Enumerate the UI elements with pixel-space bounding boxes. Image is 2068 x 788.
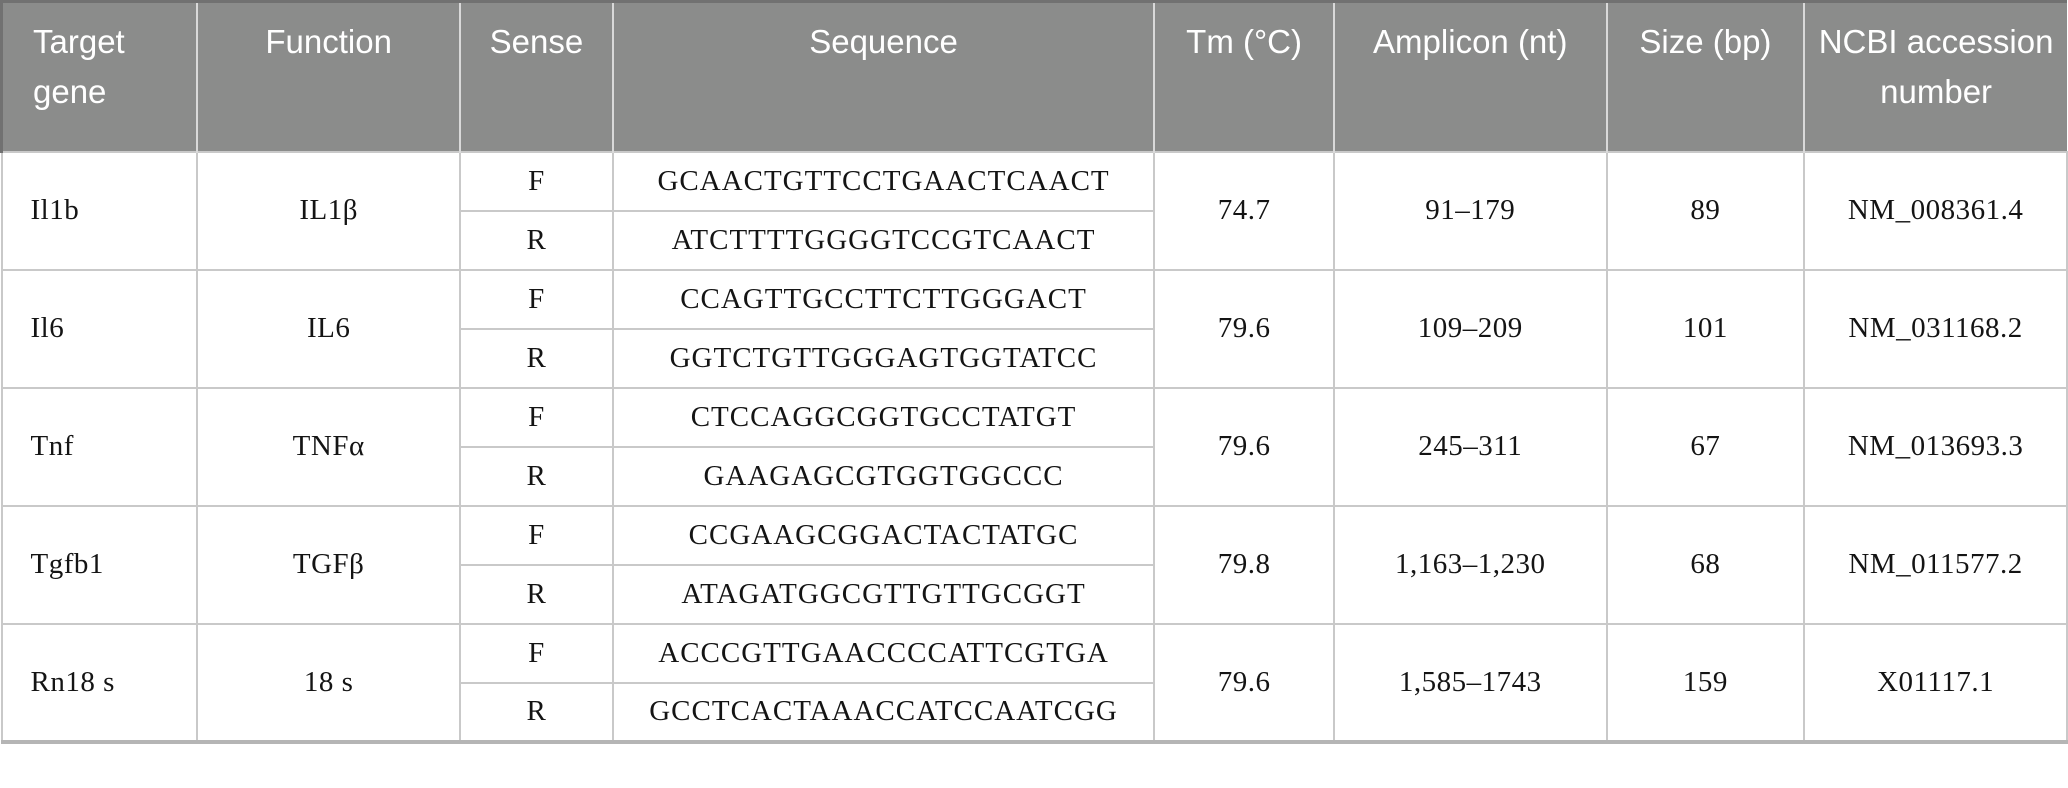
cell-function: IL1β: [196, 150, 462, 271]
cell-sense-forward: F: [459, 268, 614, 330]
header-target-gene: Target gene: [0, 0, 199, 152]
cell-sequence-reverse: ATCTTTTGGGGTCCGTCAACT: [611, 209, 1156, 271]
header-function: Function: [196, 0, 462, 152]
cell-sequence-reverse: ATAGATGGCGTTGTTGCGGT: [611, 563, 1156, 625]
header-ncbi: NCBI accession number: [1803, 0, 2067, 152]
table-row: R GAAGAGCGTGGTGGCCC: [2, 445, 2068, 507]
cell-size: 89: [1605, 150, 1806, 271]
cell-sense-reverse: R: [459, 563, 614, 625]
table-row: R ATAGATGGCGTTGTTGCGGT: [2, 563, 2068, 625]
header-amplicon: Amplicon (nt): [1332, 0, 1608, 152]
cell-amplicon: 109–209: [1332, 268, 1608, 389]
cell-target-gene: Tnf: [0, 386, 199, 507]
cell-amplicon: 1,585–1743: [1332, 622, 1608, 743]
header-tm: Tm (°C): [1153, 0, 1335, 152]
table-header-row: Target gene Function Sense Sequence Tm (…: [0, 0, 2067, 152]
cell-sense-forward: F: [459, 622, 614, 684]
cell-ncbi: NM_031168.2: [1803, 268, 2068, 389]
cell-function: TGFβ: [196, 504, 462, 625]
cell-function: TNFα: [196, 386, 462, 507]
table-row: Tnf TNFα F CTCCAGGCGGTGCCTATGT 79.6 245–…: [0, 386, 2068, 507]
table-row: Il6 IL6 F CCAGTTGCCTTCTTGGGACT 79.6 109–…: [0, 268, 2068, 389]
cell-size: 101: [1605, 268, 1806, 389]
cell-size: 67: [1605, 386, 1806, 507]
cell-sequence-reverse: GGTCTGTTGGGAGTGGTATCC: [611, 327, 1156, 389]
header-sense: Sense: [459, 0, 614, 152]
cell-function: 18 s: [196, 622, 462, 743]
table-row: R GCCTCACTAAACCATCCAATCGG: [2, 681, 2068, 743]
cell-sense-forward: F: [459, 504, 614, 566]
cell-tm: 79.6: [1153, 622, 1335, 743]
header-size: Size (bp): [1605, 0, 1806, 152]
cell-sequence-forward: CCAGTTGCCTTCTTGGGACT: [611, 268, 1156, 330]
table-row: Il1b IL1β F GCAACTGTTCCTGAACTCAACT 74.7 …: [0, 150, 2068, 271]
cell-amplicon: 91–179: [1332, 150, 1608, 271]
table-row: Rn18 s 18 s F ACCCGTTGAACCCCATTCGTGA 79.…: [0, 622, 2068, 743]
cell-sequence-reverse: GCCTCACTAAACCATCCAATCGG: [611, 681, 1156, 743]
cell-amplicon: 245–311: [1332, 386, 1608, 507]
cell-sense-reverse: R: [459, 445, 614, 507]
cell-function: IL6: [196, 268, 462, 389]
cell-target-gene: Il6: [0, 268, 199, 389]
cell-sequence-forward: GCAACTGTTCCTGAACTCAACT: [611, 150, 1156, 212]
cell-sequence-forward: CCGAAGCGGACTACTATGC: [611, 504, 1156, 566]
table-row: R GGTCTGTTGGGAGTGGTATCC: [2, 327, 2068, 389]
cell-sense-reverse: R: [459, 327, 614, 389]
cell-sense-reverse: R: [459, 209, 614, 271]
table-row: R ATCTTTTGGGGTCCGTCAACT: [2, 209, 2068, 271]
cell-tm: 79.6: [1153, 268, 1335, 389]
primer-table: Target gene Function Sense Sequence Tm (…: [0, 0, 2068, 744]
cell-sense-forward: F: [459, 150, 614, 212]
cell-sequence-reverse: GAAGAGCGTGGTGGCCC: [611, 445, 1156, 507]
cell-target-gene: Il1b: [0, 150, 199, 271]
cell-sense-forward: F: [459, 386, 614, 448]
cell-sequence-forward: CTCCAGGCGGTGCCTATGT: [611, 386, 1156, 448]
table-row: Tgfb1 TGFβ F CCGAAGCGGACTACTATGC 79.8 1,…: [0, 504, 2068, 625]
cell-size: 68: [1605, 504, 1806, 625]
cell-tm: 79.6: [1153, 386, 1335, 507]
cell-ncbi: NM_008361.4: [1803, 150, 2068, 271]
cell-ncbi: X01117.1: [1803, 622, 2068, 743]
cell-amplicon: 1,163–1,230: [1332, 504, 1608, 625]
cell-tm: 74.7: [1153, 150, 1335, 271]
cell-target-gene: Tgfb1: [0, 504, 199, 625]
cell-sense-reverse: R: [459, 681, 614, 743]
cell-sequence-forward: ACCCGTTGAACCCCATTCGTGA: [611, 622, 1156, 684]
header-sequence: Sequence: [611, 0, 1156, 152]
cell-target-gene: Rn18 s: [0, 622, 199, 743]
cell-tm: 79.8: [1153, 504, 1335, 625]
cell-ncbi: NM_011577.2: [1803, 504, 2068, 625]
cell-size: 159: [1605, 622, 1806, 743]
cell-ncbi: NM_013693.3: [1803, 386, 2068, 507]
